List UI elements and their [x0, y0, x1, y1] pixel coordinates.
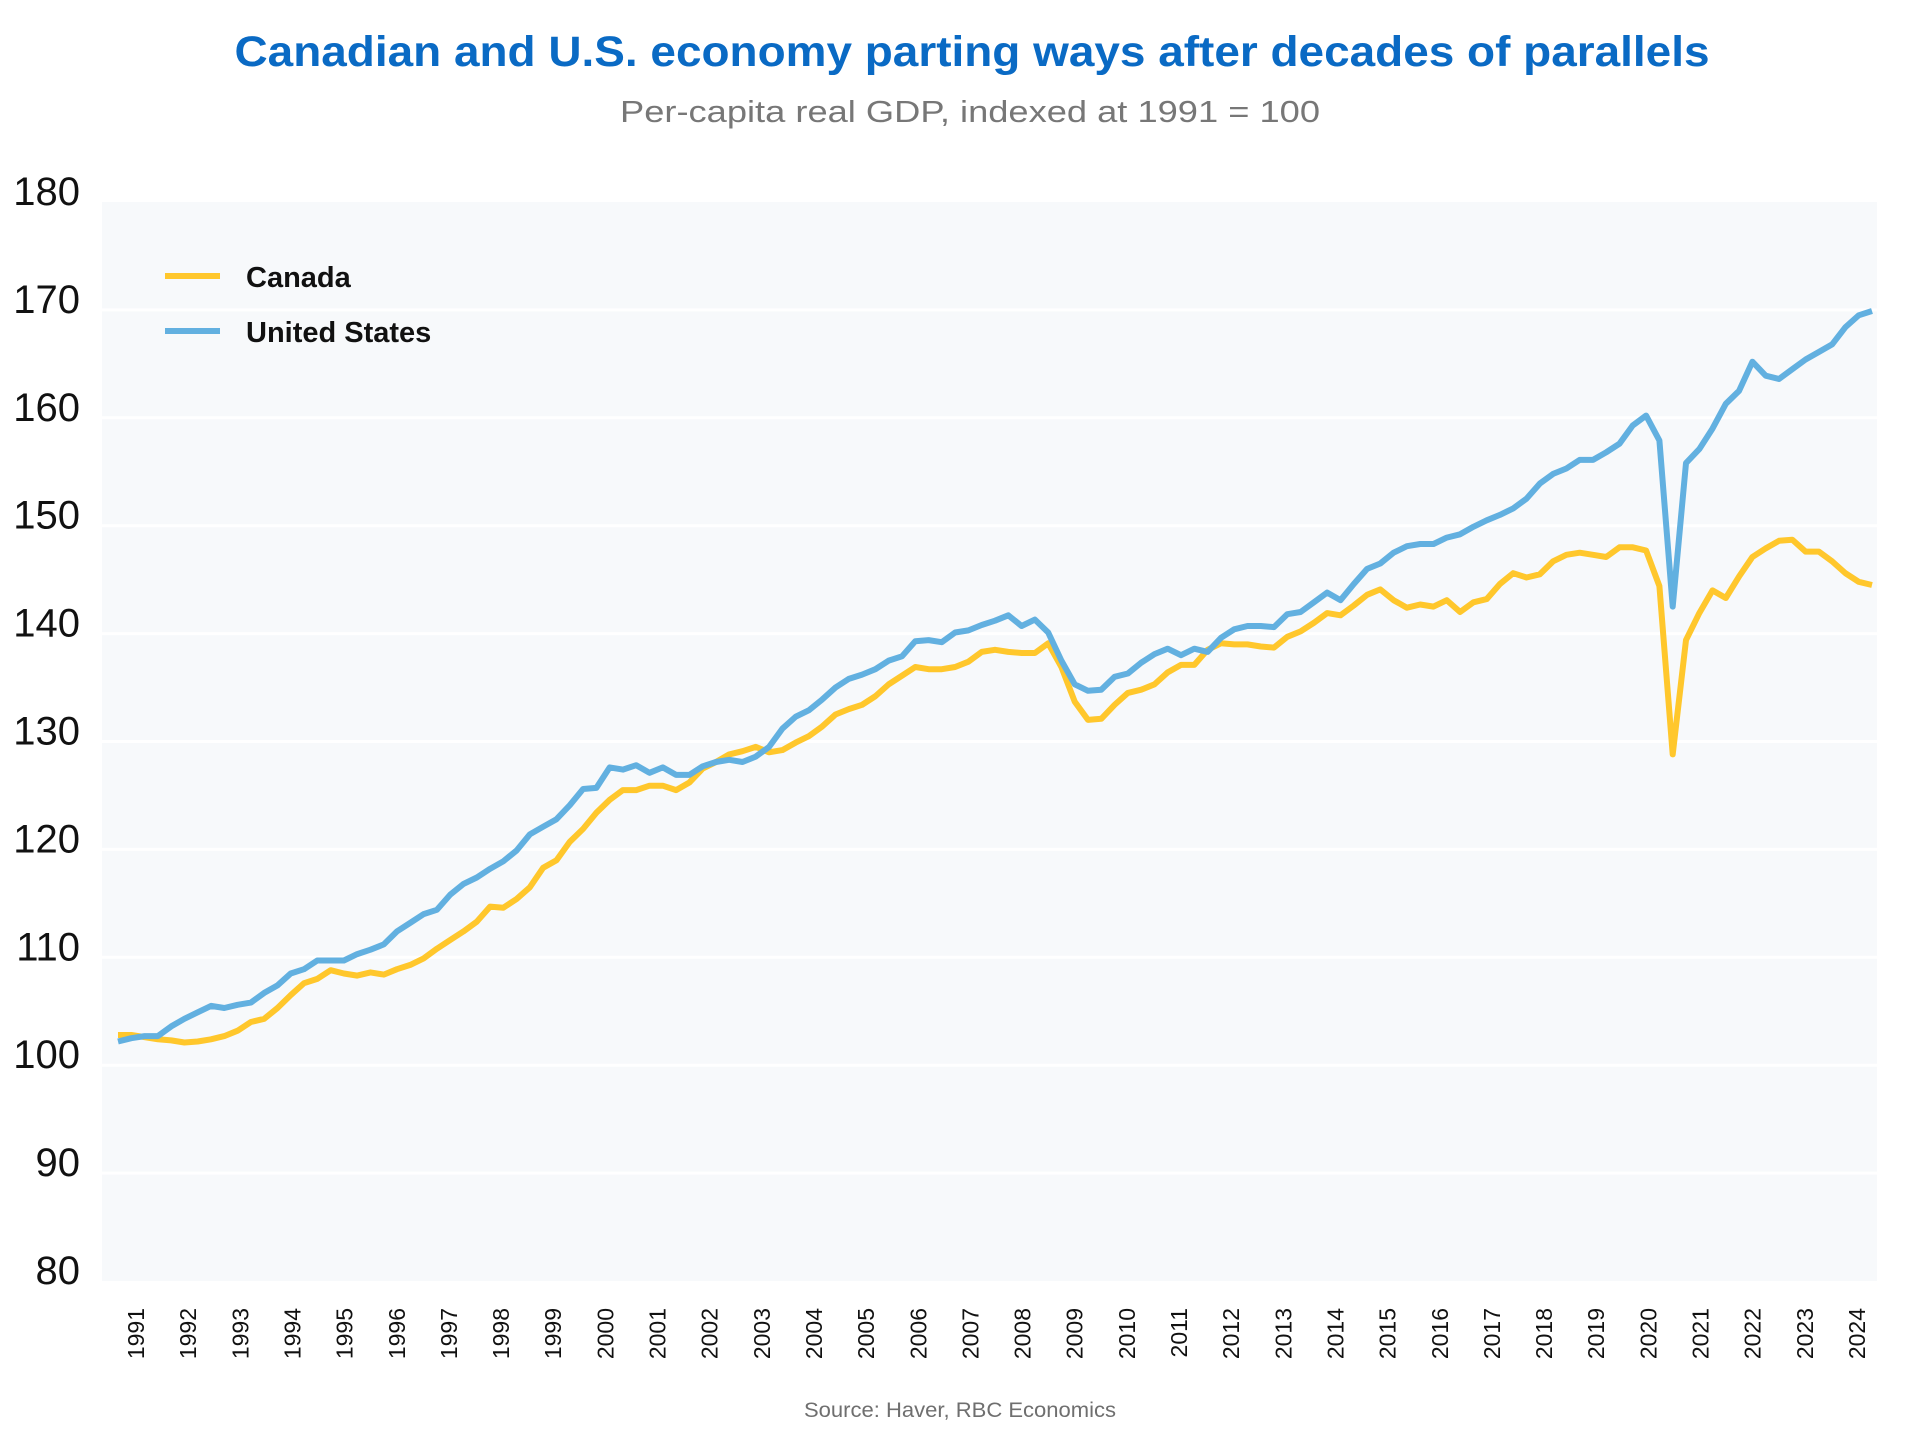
- y-tick-label: 80: [36, 1249, 81, 1293]
- y-tick-label: 160: [13, 386, 80, 430]
- x-tick-label: 1996: [384, 1308, 410, 1359]
- x-tick-label: 2003: [749, 1308, 775, 1359]
- x-tick-label: 2015: [1375, 1308, 1401, 1359]
- x-tick-label: 1994: [279, 1308, 305, 1359]
- x-tick-label: 2004: [801, 1308, 827, 1359]
- x-tick-label: 2022: [1740, 1308, 1766, 1359]
- y-tick-label: 150: [13, 494, 80, 538]
- legend-item-united-states: United States: [165, 317, 431, 349]
- x-tick-label: 2016: [1427, 1308, 1453, 1359]
- legend-label-united-states: United States: [246, 317, 431, 349]
- x-tick-label: 1998: [488, 1308, 514, 1359]
- x-tick-label: 1999: [540, 1308, 566, 1359]
- x-tick-label: 2024: [1844, 1308, 1870, 1359]
- series-lines: [117, 308, 1873, 1046]
- x-tick-label: 1995: [332, 1308, 358, 1359]
- y-tick-label: 170: [13, 278, 80, 322]
- x-tick-label: 2002: [697, 1308, 723, 1359]
- x-tick-label: 2012: [1218, 1308, 1244, 1359]
- x-tick-label: 2011: [1166, 1308, 1192, 1357]
- x-tick-label: 2020: [1635, 1308, 1661, 1359]
- y-tick-label: 140: [13, 602, 80, 646]
- series-line-united-states: [117, 308, 1873, 1045]
- x-tick-label: 2008: [1010, 1308, 1036, 1359]
- x-tick-label: 2017: [1479, 1308, 1505, 1359]
- x-tick-label: 2019: [1583, 1308, 1609, 1359]
- y-tick-label: 100: [13, 1033, 80, 1077]
- x-tick-label: 2013: [1270, 1308, 1296, 1359]
- chart-subtitle: Per-capita real GDP, indexed at 1991 = 1…: [620, 94, 1320, 129]
- x-tick-label: 1992: [175, 1308, 201, 1359]
- x-tick-label: 2001: [645, 1308, 671, 1359]
- gridlines: [102, 308, 1877, 1175]
- x-tick-label: 2014: [1322, 1308, 1348, 1359]
- series-line-canada: [118, 536, 1873, 1046]
- legend-label-canada: Canada: [246, 262, 352, 294]
- x-tick-label: 2023: [1792, 1308, 1818, 1359]
- legend: Canada United States: [165, 262, 431, 349]
- x-tick-label: 1993: [227, 1308, 253, 1359]
- x-axis-tick-labels: 1991 1992 1993 1994 1995 1996 1997 1998 1999 2000…: [123, 1308, 1870, 1359]
- chart-title: Canadian and U.S. economy parting ways a…: [235, 28, 1710, 76]
- x-tick-label: 1991: [123, 1308, 149, 1359]
- x-tick-label: 1997: [436, 1308, 462, 1359]
- x-tick-label: 2021: [1688, 1308, 1714, 1359]
- legend-item-canada: Canada: [165, 262, 352, 294]
- y-tick-label: 110: [16, 925, 80, 969]
- source-note: Source: Haver, RBC Economics: [804, 1399, 1116, 1422]
- y-tick-label: 180: [13, 170, 80, 214]
- x-tick-label: 2018: [1531, 1308, 1557, 1359]
- y-tick-label: 130: [13, 710, 80, 754]
- y-tick-label: 120: [13, 817, 80, 861]
- y-axis-tick-labels: 80 90 100 110 120 130 140 150 160 170 180: [13, 170, 80, 1293]
- x-tick-label: 2010: [1114, 1308, 1140, 1359]
- y-tick-label: 90: [36, 1141, 81, 1185]
- x-tick-label: 2009: [1062, 1308, 1088, 1359]
- x-tick-label: 2007: [957, 1308, 983, 1359]
- x-tick-label: 2000: [592, 1308, 618, 1359]
- x-tick-label: 2006: [905, 1308, 931, 1359]
- x-tick-label: 2005: [853, 1308, 879, 1359]
